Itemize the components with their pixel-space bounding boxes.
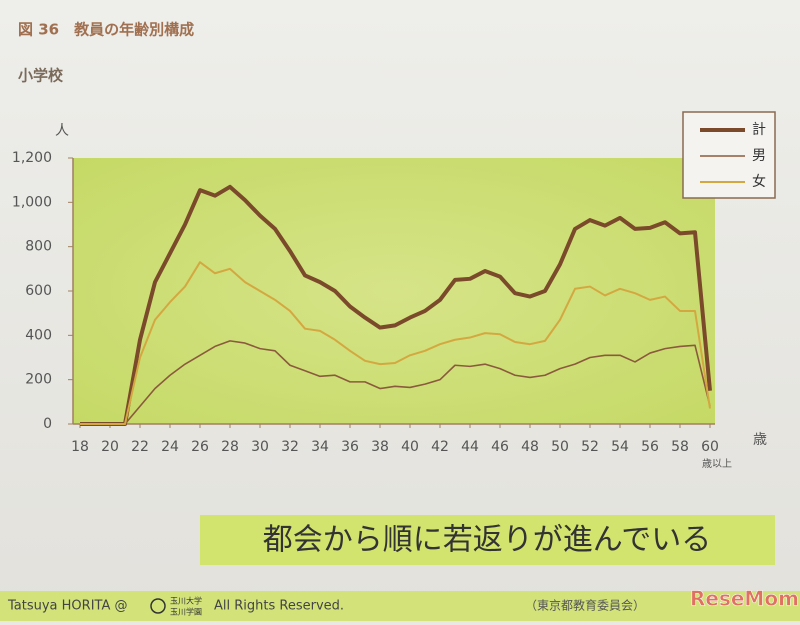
x-tick-label: 38 (371, 439, 389, 455)
footer-logo: 玉川学園 (170, 607, 202, 617)
y-tick-label: 800 (25, 239, 52, 255)
y-tick-label: 0 (43, 416, 52, 432)
x-tick-label: 40 (401, 439, 419, 455)
x-tick-label: 56 (641, 439, 659, 455)
x-tick-label: 30 (251, 439, 269, 455)
x-tick-label: 48 (521, 439, 539, 455)
x-tick-label: 58 (671, 439, 689, 455)
x-note: 歳以上 (702, 458, 732, 470)
x-tick-label: 44 (461, 439, 479, 455)
y-tick-label: 200 (25, 372, 52, 388)
x-tick-label: 50 (551, 439, 569, 455)
plot-area (73, 158, 715, 424)
series-line (80, 261, 711, 425)
x-tick-label: 36 (341, 439, 359, 455)
y-tick-label: 600 (25, 283, 52, 299)
footer-source: （東京都教育委員会） (525, 598, 645, 613)
chart-subtitle: 小学校 (18, 67, 64, 85)
footer-author: Tatsuya HORITA @ (7, 599, 128, 614)
footer-rights: All Rights Reserved. (214, 599, 344, 614)
x-tick-label: 46 (491, 439, 509, 455)
x-tick-label: 28 (221, 439, 239, 455)
x-axis-label: 歳 (753, 432, 767, 448)
x-tick-label: 24 (161, 439, 179, 455)
x-tick-label: 34 (311, 439, 329, 455)
x-tick-label: 18 (71, 439, 89, 455)
series-line (80, 340, 711, 425)
x-tick-label: 20 (101, 439, 119, 455)
y-axis-label: 人 (55, 123, 69, 139)
footer-bar (0, 591, 800, 621)
banner-box (200, 515, 775, 565)
series-line (80, 184, 712, 426)
x-tick-label: 42 (431, 439, 449, 455)
y-tick-label: 1,200 (12, 150, 52, 166)
x-tick-label: 60 (701, 439, 719, 455)
legend (682, 111, 776, 199)
x-tick-label: 52 (581, 439, 599, 455)
legend-label: 女 (752, 173, 766, 190)
x-tick-label: 26 (191, 439, 209, 455)
chart-title: 図 36 教員の年齢別構成 (18, 21, 194, 39)
watermark: ReseMom (690, 587, 799, 611)
x-tick-label: 54 (611, 439, 629, 455)
footer-logo-icon (150, 598, 166, 614)
x-tick-label: 32 (281, 439, 299, 455)
y-tick-label: 400 (25, 327, 52, 343)
x-tick-label: 22 (131, 439, 149, 455)
banner: 都会から順に若返りが進んでいる (263, 523, 712, 558)
legend-label: 計 (752, 122, 766, 138)
footer-logo: 玉川大学 (170, 596, 202, 606)
legend-label: 男 (752, 148, 766, 164)
y-tick-label: 1,000 (12, 194, 52, 210)
